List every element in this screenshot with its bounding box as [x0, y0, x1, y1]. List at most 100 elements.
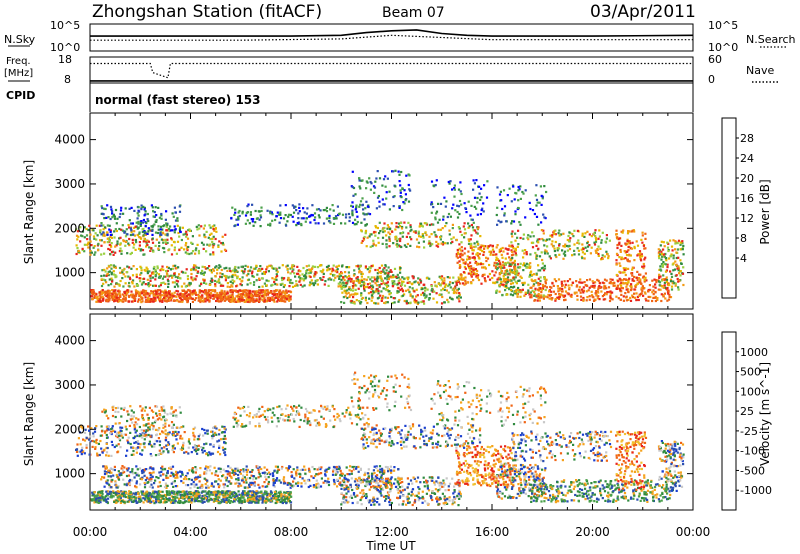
- echo-cell: [535, 215, 539, 218]
- echo-cell: [164, 291, 168, 294]
- echo-cell: [501, 283, 504, 286]
- echo-cell: [283, 498, 287, 501]
- echo-cell: [457, 252, 460, 255]
- echo-cell: [658, 275, 661, 278]
- echo-cell: [159, 289, 162, 292]
- echo-cell: [504, 280, 507, 283]
- echo-cell: [428, 293, 431, 296]
- echo-cell: [163, 251, 166, 254]
- echo-cell: [328, 277, 331, 280]
- echo-cell: [409, 225, 412, 229]
- echo-cell: [379, 271, 382, 275]
- echo-cell: [234, 265, 237, 269]
- echo-cell: [190, 272, 193, 276]
- echo-cell: [213, 229, 216, 232]
- echo-cell: [360, 241, 363, 244]
- echo-cell: [603, 293, 606, 297]
- echo-cell: [240, 280, 243, 283]
- frequency-series: [90, 62, 693, 82]
- echo-cell: [243, 270, 246, 273]
- echo-cell: [415, 288, 418, 291]
- echo-cell: [368, 213, 372, 216]
- echo-cell: [145, 245, 148, 248]
- echo-cell: [679, 274, 682, 277]
- echo-cell: [302, 217, 305, 220]
- echo-cell: [455, 255, 458, 258]
- echo-cell: [498, 248, 501, 251]
- echo-cell: [499, 267, 503, 270]
- echo-cell: [207, 295, 210, 298]
- echo-cell: [481, 266, 484, 269]
- echo-cell: [249, 293, 253, 296]
- echo-cell: [660, 258, 663, 261]
- echo-cell: [563, 250, 567, 253]
- echo-cell: [504, 247, 507, 250]
- echo-cell: [240, 269, 243, 272]
- echo-cell: [155, 219, 158, 222]
- echo-cell: [659, 288, 662, 291]
- echo-cell: [500, 253, 503, 256]
- echo-cell: [458, 199, 462, 203]
- echo-cell: [413, 281, 416, 284]
- echo-cell: [194, 278, 197, 281]
- echo-cell: [244, 214, 248, 217]
- echo-cell: [548, 290, 551, 293]
- echo-cell: [174, 211, 177, 214]
- echo-cell: [544, 288, 547, 292]
- echo-cell: [352, 293, 355, 296]
- echo-cell: [536, 299, 539, 302]
- echo-cell: [95, 224, 98, 227]
- echo-cell: [178, 228, 181, 231]
- echo-cell: [238, 300, 241, 303]
- echo-cell: [282, 291, 285, 294]
- echo-cell: [197, 500, 200, 503]
- echo-cell: [151, 237, 154, 240]
- echo-cell: [260, 289, 263, 292]
- echo-cell: [421, 233, 424, 236]
- echo-cell: [592, 296, 595, 299]
- echo-cell: [593, 241, 596, 244]
- echo-cell: [586, 240, 589, 243]
- echo-cell: [300, 277, 303, 280]
- echo-cell: [451, 281, 454, 285]
- echo-cell: [456, 296, 459, 299]
- echo-cell: [351, 170, 354, 173]
- echo-cell: [478, 185, 481, 188]
- echo-cell: [164, 241, 167, 244]
- echo-cell: [364, 285, 367, 289]
- echo-cell: [409, 224, 412, 227]
- echo-cell: [627, 298, 630, 301]
- echo-cell: [456, 248, 459, 252]
- echo-cell: [103, 241, 106, 244]
- echo-cell: [126, 271, 129, 274]
- echo-cell: [594, 240, 598, 243]
- echo-cell: [448, 182, 451, 185]
- echo-cell: [597, 254, 600, 257]
- echo-cell: [154, 293, 157, 296]
- echo-cell: [231, 206, 234, 209]
- echo-cell: [276, 289, 279, 292]
- echo-cell: [325, 210, 329, 213]
- echo-cell: [328, 214, 331, 217]
- echo-cell: [277, 213, 281, 216]
- echo-cell: [603, 286, 606, 289]
- echo-cell: [138, 244, 141, 247]
- echo-cell: [580, 255, 584, 258]
- echo-cell: [149, 292, 152, 295]
- echo-cell: [259, 269, 262, 272]
- echo-cell: [348, 266, 351, 269]
- echo-cell: [176, 240, 180, 243]
- echo-cell: [388, 239, 391, 242]
- echo-cell: [335, 217, 338, 220]
- echo-cell: [173, 249, 176, 252]
- echo-cell: [255, 217, 258, 220]
- echo-cell: [328, 219, 331, 223]
- echo-cell: [269, 212, 272, 215]
- echo-cell: [660, 263, 663, 266]
- echo-cell: [332, 269, 335, 272]
- echo-cell: [276, 300, 279, 303]
- echo-cell: [155, 290, 158, 293]
- echo-cell: [314, 271, 317, 274]
- echo-cell: [288, 299, 291, 302]
- echo-cell: [525, 251, 528, 254]
